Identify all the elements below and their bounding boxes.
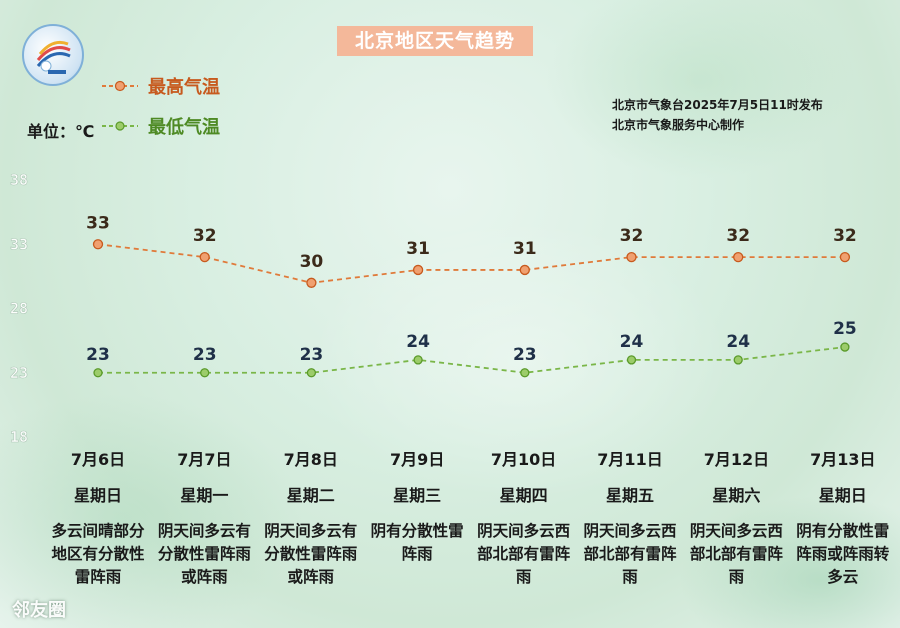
forecast-day-column: 7月6日星期日多云间晴部分地区有分散性雷阵雨 [45,446,151,589]
data-label-low: 23 [300,345,324,365]
day-desc: 阴天间多云西部北部有雷阵雨 [583,522,677,586]
forecast-day-column: 7月7日星期一阴天间多云有分散性雷阵雨或阵雨 [151,446,257,589]
legend-item-high: 最高气温 [102,72,220,100]
data-label-low: 23 [86,345,110,365]
forecast-day-column: 7月8日星期二阴天间多云有分散性雷阵雨或阵雨 [258,446,364,589]
data-label-low: 24 [406,332,430,352]
data-point-low [93,368,103,378]
forecast-day-column: 7月9日星期三阴有分散性雷阵雨 [364,446,470,566]
unit-label: 单位：℃ [27,122,95,141]
day-date: 7月10日 [490,450,557,469]
data-label-high: 31 [406,239,430,259]
issuer-line-2: 北京市气象服务中心制作 [612,118,745,132]
data-point-low [520,368,530,378]
series-line-low [98,346,846,374]
data-point-high [412,264,424,276]
issuer-line-1: 北京市气象台2025年7月5日11时发布 [612,98,823,112]
day-desc: 阴天间多云有分散性雷阵雨或阵雨 [157,522,251,586]
y-tick-label: 28 [10,300,28,318]
y-tick-label: 18 [10,428,28,446]
forecast-day-column: 7月10日星期四阴天间多云西部北部有雷阵雨 [471,446,577,589]
data-point-high [306,277,317,288]
chart-legend: 最高气温 最低气温 [102,72,220,152]
data-point-low [200,368,210,378]
data-point-high [733,251,744,263]
y-tick-label: 33 [10,235,28,253]
data-label-low: 23 [513,345,537,365]
data-point-high [199,251,210,263]
forecast-day-column: 7月13日星期日阴有分散性雷阵雨或阵雨转多云 [790,446,896,589]
day-desc: 阴天间多云西部北部有雷阵雨 [689,522,783,586]
meteorological-service-logo [22,24,84,86]
data-point-high [839,251,851,263]
data-label-low: 24 [620,332,644,352]
day-week: 星期六 [712,486,761,505]
day-date: 7月6日 [70,450,126,469]
series-line-high [97,243,845,284]
day-week: 星期二 [286,486,335,505]
day-date: 7月11日 [597,450,663,469]
legend-low-label: 最低气温 [148,117,220,138]
day-desc: 阴天间多云有分散性雷阵雨或阵雨 [264,522,358,586]
day-desc: 多云间晴部分地区有分散性雷阵雨 [51,522,145,586]
data-label-high: 31 [513,239,537,259]
data-label-high: 33 [86,213,110,233]
forecast-day-column: 7月12日星期六阴天间多云西部北部有雷阵雨 [683,446,789,589]
data-point-low [840,342,850,352]
issuer-info: 北京市气象台2025年7月5日11时发布 北京市气象服务中心制作 [612,95,823,135]
data-point-low [413,355,423,365]
forecast-day-column: 7月11日星期五阴天间多云西部北部有雷阵雨 [577,446,683,589]
data-point-high [519,264,530,276]
day-week: 星期五 [605,486,654,505]
day-desc: 阴有分散性雷阵雨 [370,522,464,563]
data-label-high: 32 [193,226,217,246]
data-point-high [626,251,637,263]
day-desc: 阴天间多云西部北部有雷阵雨 [477,522,571,586]
watermark: 邻友圈 [12,600,66,621]
y-tick-label: 23 [10,364,28,382]
legend-high-label: 最高气温 [148,77,220,98]
legend-item-low: 最低气温 [102,112,220,140]
data-label-low: 24 [726,332,750,352]
data-label-high: 32 [833,226,857,246]
day-week: 星期三 [393,486,442,505]
data-point-low [306,368,317,378]
data-label-high: 30 [300,252,324,272]
day-date: 7月13日 [810,450,876,469]
data-point-low [626,355,637,365]
data-label-low: 25 [833,319,857,339]
day-date: 7月9日 [390,450,445,469]
day-week: 星期四 [499,486,548,505]
legend-high-line-icon [102,79,138,93]
page-title: 北京地区天气趋势 [337,26,533,56]
data-label-high: 32 [726,226,750,246]
y-tick-label: 38 [10,171,28,189]
day-date: 7月7日 [177,450,232,469]
data-label-low: 23 [193,345,217,365]
data-point-high [92,239,104,250]
data-label-high: 32 [620,226,644,246]
data-point-low [733,355,743,365]
day-week: 星期日 [73,486,122,505]
legend-low-line-icon [102,119,138,133]
day-date: 7月8日 [283,450,338,469]
day-week: 星期日 [818,486,867,505]
day-desc: 阴有分散性雷阵雨或阵雨转多云 [796,522,890,586]
day-week: 星期一 [180,486,229,505]
day-date: 7月12日 [703,450,770,469]
